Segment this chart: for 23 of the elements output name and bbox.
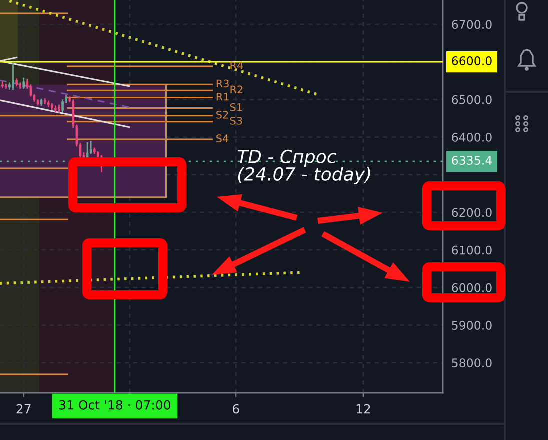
y-tick-label: 6500.0 [452, 95, 492, 104]
y-tick-label: 6700.0 [452, 20, 492, 30]
series-label: R4 [230, 62, 244, 70]
ref-line-label: 6335.4 [452, 156, 492, 165]
x-tick-label: 27 [16, 404, 31, 414]
series-label: R2 [230, 86, 243, 94]
series-label: S4 [216, 134, 229, 143]
y-tick-label: 5800.0 [452, 358, 492, 368]
y-tick-label: 6400.0 [452, 132, 492, 142]
series-label: S3 [230, 116, 242, 125]
series-label: R1 [216, 93, 229, 101]
ref-line-label: 6600.0 [452, 56, 492, 66]
y-tick-label: 6200.0 [452, 208, 492, 218]
ref-line-label: 31 Oct '18 · 07:00 [60, 400, 170, 410]
series-label: R3 [216, 80, 229, 88]
y-tick-label: 5900.0 [452, 321, 492, 330]
x-tick-label: 12 [356, 404, 370, 414]
x-tick-label: 6 [232, 404, 240, 414]
annotation: TD - Спрос (24.07 - today) [238, 150, 370, 184]
series-label: S2 [216, 110, 228, 119]
y-tick-label: 6000.0 [452, 283, 492, 292]
series-label: S1 [230, 103, 242, 112]
y-tick-label: 6100.0 [452, 246, 492, 255]
